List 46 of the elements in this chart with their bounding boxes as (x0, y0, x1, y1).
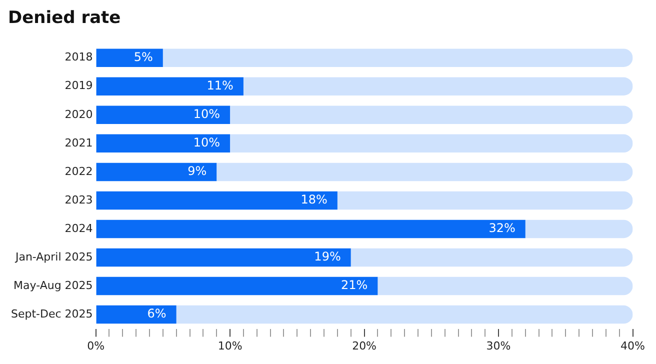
y-tick-label: 2019 (64, 79, 93, 92)
bar (350, 248, 633, 267)
data-label: 18% (300, 192, 328, 207)
bar (525, 220, 633, 238)
bar (337, 191, 633, 210)
bar (96, 77, 244, 96)
data-label: 11% (206, 78, 234, 93)
data-label: 10% (193, 136, 220, 150)
bar (96, 248, 351, 267)
data-label: 21% (341, 278, 368, 292)
bar (96, 191, 338, 210)
bar (230, 106, 633, 124)
data-label: 10% (193, 107, 220, 122)
bar (96, 48, 163, 67)
x-tick-label: 10% (218, 339, 242, 352)
chart-title: Denied rate (8, 8, 122, 28)
data-label: 5% (134, 50, 153, 64)
y-tick-label: Sept-Dec 2025 (10, 307, 93, 320)
bar (216, 162, 633, 182)
y-tick-label: 2022 (64, 164, 93, 178)
x-tick-label: 0% (87, 339, 105, 352)
bar (96, 134, 230, 153)
bar (378, 276, 633, 296)
data-label: 19% (314, 250, 341, 264)
y-tick-label: 2020 (64, 108, 93, 121)
bar (243, 77, 633, 96)
y-tick-label: 2018 (64, 50, 93, 64)
x-tick-label: 40% (620, 339, 645, 352)
x-tick-label: 30% (486, 339, 511, 352)
y-tick-label: 2023 (64, 193, 93, 206)
bar (96, 220, 526, 238)
data-label: 9% (188, 164, 207, 178)
bar (96, 276, 378, 296)
y-tick-label: May-Aug 2025 (14, 278, 93, 292)
y-tick-label: Jan-April 2025 (14, 250, 93, 264)
bar (162, 48, 633, 67)
bar (230, 134, 633, 153)
y-tick-label: 2021 (64, 136, 93, 150)
bar (96, 305, 176, 324)
bar (176, 305, 633, 324)
y-tick-label: 2024 (64, 222, 93, 235)
x-tick-label: 20% (352, 339, 377, 352)
data-label: 32% (488, 221, 516, 236)
bar (96, 106, 230, 124)
data-label: 6% (147, 306, 166, 321)
bar (96, 162, 217, 182)
